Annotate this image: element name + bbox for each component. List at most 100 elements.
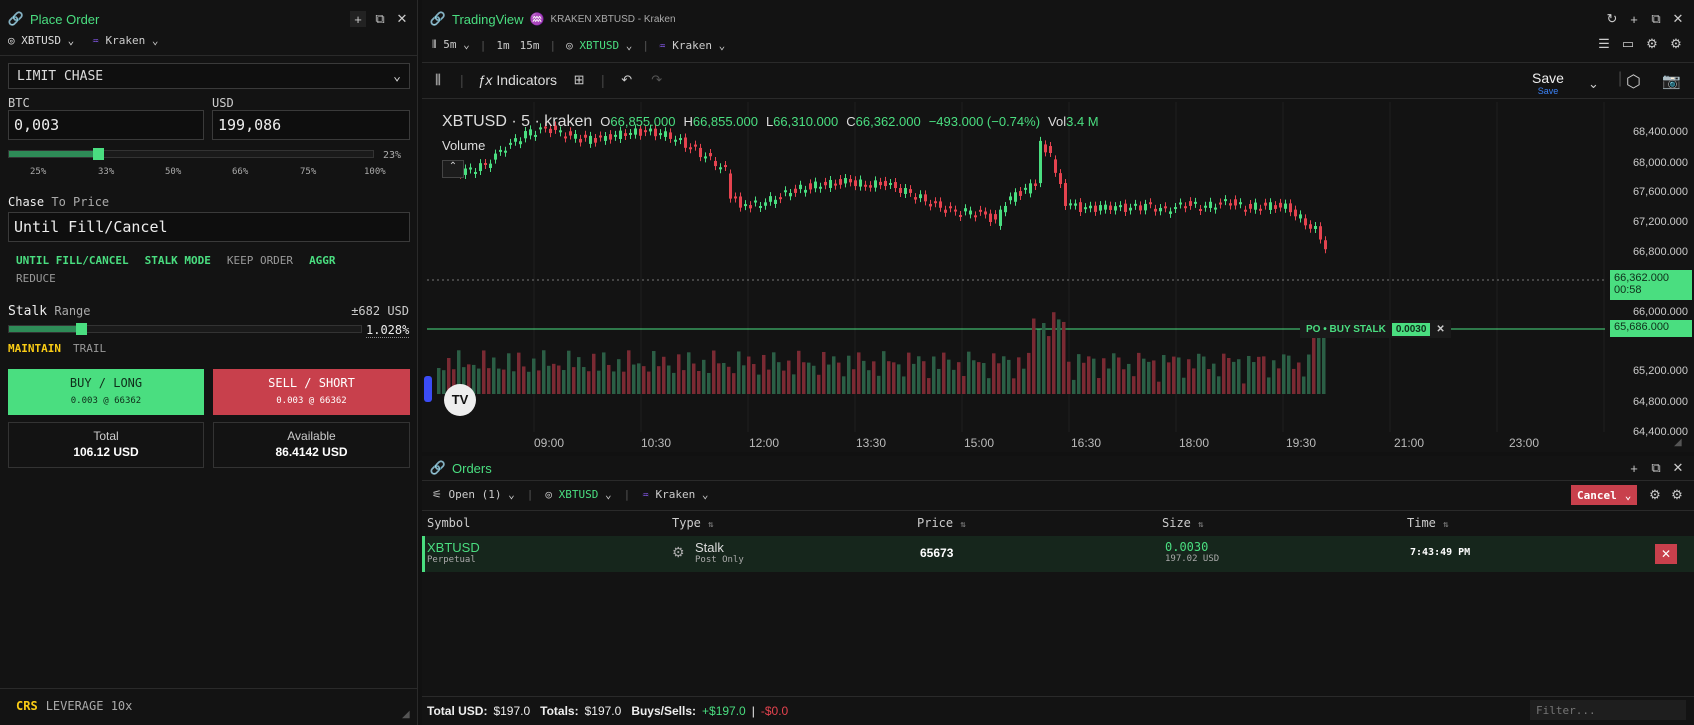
orders-symbol-selector[interactable]: ◎ XBTUSD ⌄ bbox=[545, 488, 612, 501]
slider-tick[interactable]: 75% bbox=[300, 167, 317, 177]
option-reduce[interactable]: REDUCE bbox=[16, 272, 56, 285]
settings-icon[interactable]: ⚙ bbox=[1671, 487, 1683, 502]
slider-tick[interactable]: 66% bbox=[232, 167, 249, 177]
open-filter-selector[interactable]: ⚟ Open (1) ⌄ bbox=[432, 488, 515, 501]
candle-body bbox=[589, 135, 592, 144]
volume-bar bbox=[517, 352, 521, 394]
leverage-label[interactable]: LEVERAGE 10x bbox=[45, 699, 133, 713]
link-icon[interactable]: 🔗 bbox=[429, 11, 447, 26]
volume-bar bbox=[1152, 360, 1156, 394]
volume-bar bbox=[622, 371, 626, 394]
column-size[interactable]: Size ⇅ bbox=[1162, 516, 1204, 530]
popout-icon[interactable]: ⧉ bbox=[1651, 11, 1661, 26]
order-line-tag[interactable]: PO • BUY STALK 0.0030 ✕ bbox=[1300, 320, 1451, 338]
candle-body bbox=[1209, 201, 1212, 208]
add-icon[interactable]: + bbox=[1630, 460, 1638, 476]
interval-1m[interactable]: 1m bbox=[496, 38, 510, 52]
candle-body bbox=[1289, 203, 1292, 213]
slider-handle[interactable] bbox=[93, 148, 105, 160]
symbol-selector[interactable]: ◎ XBTUSD ⌄ bbox=[8, 34, 75, 47]
chart-exchange-selector[interactable]: ♒ Kraken ⌄ bbox=[659, 38, 726, 52]
candles-icon[interactable]: ⫼ bbox=[435, 72, 441, 87]
panel-icon[interactable]: ▭ bbox=[1621, 36, 1635, 51]
candle-body bbox=[1039, 140, 1042, 184]
interval-15m[interactable]: 15m bbox=[519, 38, 540, 52]
order-line-close-icon[interactable]: ✕ bbox=[1436, 323, 1445, 335]
camera-icon[interactable]: 📷 bbox=[1662, 73, 1681, 90]
legend-open: O66,855.000 bbox=[600, 114, 676, 129]
templates-icon[interactable]: ⊞ bbox=[573, 72, 585, 87]
option-until-fill[interactable]: UNTIL FILL/CANCEL bbox=[16, 254, 129, 267]
undo-icon[interactable]: ↶ bbox=[621, 72, 633, 87]
list-icon[interactable]: ☰ bbox=[1598, 36, 1610, 51]
resize-handle-icon[interactable]: ◢ bbox=[402, 709, 410, 720]
close-icon[interactable]: ✕ bbox=[1672, 11, 1684, 26]
side-toggle-handle[interactable] bbox=[424, 376, 432, 402]
table-row[interactable]: XBTUSD Perpetual ⚙ Stalk Post Only 65673… bbox=[422, 536, 1694, 572]
gear-icon[interactable]: ⚙ bbox=[1649, 487, 1661, 502]
slider-tick[interactable]: 25% bbox=[30, 167, 47, 177]
chart-area[interactable] bbox=[427, 102, 1605, 432]
column-price[interactable]: Price ⇅ bbox=[917, 516, 966, 530]
exchange-selector[interactable]: ♒ Kraken ⌄ bbox=[92, 34, 159, 47]
link-icon[interactable]: 🔗 bbox=[7, 11, 25, 26]
usd-amount-input[interactable]: 199,086 bbox=[212, 110, 410, 140]
candle-body bbox=[504, 150, 507, 153]
collapse-legend-icon[interactable]: ⌃ bbox=[442, 160, 464, 178]
save-chevron-icon[interactable]: ⌄ bbox=[1588, 76, 1599, 91]
chart-subtitle: KRAKEN XBTUSD - Kraken bbox=[550, 13, 676, 25]
column-type[interactable]: Type ⇅ bbox=[672, 516, 714, 530]
slider-tick[interactable]: 33% bbox=[98, 167, 115, 177]
resize-handle-icon[interactable]: ◢ bbox=[1674, 437, 1682, 448]
size-slider[interactable] bbox=[8, 148, 374, 160]
candle-body bbox=[1009, 196, 1012, 201]
chase-label: Chase To Price bbox=[8, 195, 110, 209]
interval-selector[interactable]: ⫴ 5m ⌄ bbox=[432, 38, 470, 51]
add-icon[interactable]: + bbox=[350, 11, 366, 27]
order-type-select[interactable]: LIMIT CHASE ⌄ bbox=[8, 63, 410, 89]
crs-label[interactable]: CRS bbox=[16, 699, 38, 713]
chase-until-input[interactable]: Until Fill/Cancel bbox=[8, 212, 410, 242]
settings-hex-icon[interactable]: ⬡ bbox=[1626, 72, 1641, 91]
volume-bar bbox=[662, 356, 666, 394]
add-icon[interactable]: + bbox=[1630, 11, 1638, 27]
buy-long-button[interactable]: BUY / LONG 0.003 @ 66362 bbox=[8, 369, 204, 415]
cancel-all-button[interactable]: Cancel ⌄ bbox=[1571, 485, 1637, 505]
column-symbol[interactable]: Symbol bbox=[427, 516, 471, 530]
slider-tick[interactable]: 100% bbox=[364, 167, 386, 177]
stalk-slider[interactable] bbox=[8, 323, 362, 335]
gear-icon[interactable]: ⚙ bbox=[1646, 36, 1658, 51]
slider-tick[interactable]: 50% bbox=[165, 167, 182, 177]
option-maintain[interactable]: MAINTAIN bbox=[8, 342, 61, 355]
option-trail[interactable]: TRAIL bbox=[72, 342, 107, 355]
stalk-slider-handle[interactable] bbox=[76, 323, 88, 335]
stalk-range-percent[interactable]: 1.028% bbox=[366, 323, 410, 338]
popout-icon[interactable]: ⧉ bbox=[1651, 460, 1661, 475]
price-chart[interactable] bbox=[427, 102, 1605, 432]
option-aggr[interactable]: AGGR bbox=[309, 254, 336, 267]
indicators-button[interactable]: ƒx Indicators bbox=[477, 72, 558, 88]
btc-amount-input[interactable]: 0,003 bbox=[8, 110, 204, 140]
tradingview-logo[interactable]: TV bbox=[444, 384, 476, 416]
volume-bar bbox=[1192, 368, 1196, 394]
popout-icon[interactable]: ⧉ bbox=[375, 11, 385, 26]
column-time[interactable]: Time ⇅ bbox=[1407, 516, 1449, 530]
option-stalk-mode[interactable]: STALK MODE bbox=[144, 254, 211, 267]
cancel-order-button[interactable]: ✕ bbox=[1655, 544, 1677, 564]
close-icon[interactable]: ✕ bbox=[1672, 460, 1684, 475]
link-icon[interactable]: 🔗 bbox=[429, 460, 447, 475]
redo-icon[interactable]: ↷ bbox=[651, 72, 663, 87]
volume-bar bbox=[957, 362, 961, 394]
orders-toolbar: ⚟ Open (1) ⌄ | ◎ XBTUSD ⌄ | ♒ Kraken ⌄ bbox=[432, 488, 709, 501]
option-keep-order[interactable]: KEEP ORDER bbox=[226, 254, 294, 267]
orders-exchange-selector[interactable]: ♒ Kraken ⌄ bbox=[642, 488, 709, 501]
filter-input[interactable] bbox=[1530, 700, 1686, 720]
refresh-icon[interactable]: ↻ bbox=[1606, 11, 1618, 26]
settings-icon[interactable]: ⚙ bbox=[1670, 36, 1682, 51]
chart-symbol-selector[interactable]: ◎ XBTUSD ⌄ bbox=[566, 38, 633, 52]
volume-bar bbox=[1012, 378, 1016, 394]
chart-layout-tools: ☰ ▭ ⚙ ⚙ bbox=[1596, 36, 1684, 52]
close-icon[interactable]: ✕ bbox=[396, 11, 408, 26]
save-button[interactable]: Save Save bbox=[1532, 70, 1564, 96]
sell-short-button[interactable]: SELL / SHORT 0.003 @ 66362 bbox=[213, 369, 410, 415]
